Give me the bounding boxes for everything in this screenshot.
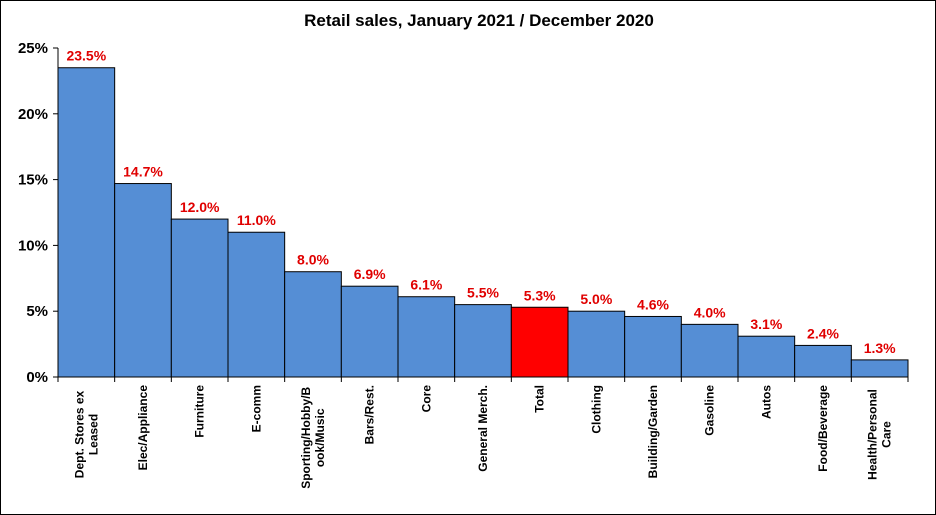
bar — [57, 67, 116, 378]
bar — [340, 285, 399, 378]
data-label: 14.7% — [123, 164, 163, 180]
data-label: 6.1% — [410, 277, 442, 293]
y-tick-label: 0% — [26, 369, 48, 386]
x-tick-label: Food/Beverage — [816, 385, 830, 472]
bar — [680, 323, 739, 378]
y-tick-label: 5% — [26, 303, 48, 320]
data-label: 3.1% — [750, 316, 782, 332]
y-tick-label: 25% — [18, 40, 48, 57]
bars — [57, 67, 909, 378]
x-tick-label: Clothing — [589, 385, 603, 434]
x-tick-label: Core — [419, 385, 433, 413]
data-label: 2.4% — [807, 325, 839, 341]
y-tick-label: 10% — [18, 237, 48, 254]
bar — [454, 304, 512, 378]
data-label: 12.0% — [180, 199, 220, 215]
x-tick-label: Building/Garden — [646, 385, 660, 478]
y-tick-label: 20% — [18, 106, 48, 123]
data-label: 8.0% — [297, 252, 329, 268]
y-axis: 0% 5% 10% 15% 20% 25% — [18, 40, 59, 386]
x-tick-label: Sporting/Hobby/Book/Music — [299, 386, 327, 488]
data-label: 5.3% — [524, 287, 556, 303]
data-label: 4.0% — [694, 304, 726, 320]
x-tick-label: Bars/Rest. — [363, 385, 377, 444]
bar — [624, 315, 682, 378]
x-tick-label: Gasoline — [703, 385, 717, 436]
bar — [567, 310, 626, 378]
bar — [284, 271, 342, 378]
data-label: 11.0% — [237, 212, 276, 228]
y-tick-label: 15% — [18, 172, 48, 189]
bar — [227, 231, 286, 378]
bar — [737, 335, 796, 378]
bar — [397, 296, 456, 378]
x-tick-label: Health/PersonalCare — [866, 389, 894, 480]
bar — [170, 218, 229, 378]
x-tick-label: General Merch. — [476, 385, 490, 472]
x-tick-label: E-comm — [249, 385, 263, 432]
data-label: 4.6% — [637, 296, 669, 312]
x-tick-label: Dept. Stores exLeased — [72, 390, 100, 478]
bar — [794, 344, 852, 378]
x-tick-label: Elec/Appliance — [136, 385, 150, 471]
data-label: 5.5% — [467, 285, 499, 301]
data-label: 23.5% — [66, 48, 106, 64]
bar — [850, 359, 909, 378]
data-label: 6.9% — [354, 266, 386, 282]
chart-title: Retail sales, January 2021 / December 20… — [304, 11, 654, 30]
data-label: 1.3% — [864, 340, 896, 356]
bar — [510, 306, 569, 378]
x-tick-label: Total — [533, 385, 547, 413]
bar — [114, 183, 172, 378]
x-axis: Dept. Stores exLeased Elec/Appliance Furni… — [57, 376, 909, 489]
x-tick-label: Autos — [759, 385, 773, 419]
data-labels: 23.5% 14.7% 12.0% 11.0% 8.0% 6.9% 6.1% 5.5% 5.3%… — [66, 48, 896, 356]
data-label: 5.0% — [580, 291, 612, 307]
x-tick-label: Furniture — [193, 385, 207, 438]
